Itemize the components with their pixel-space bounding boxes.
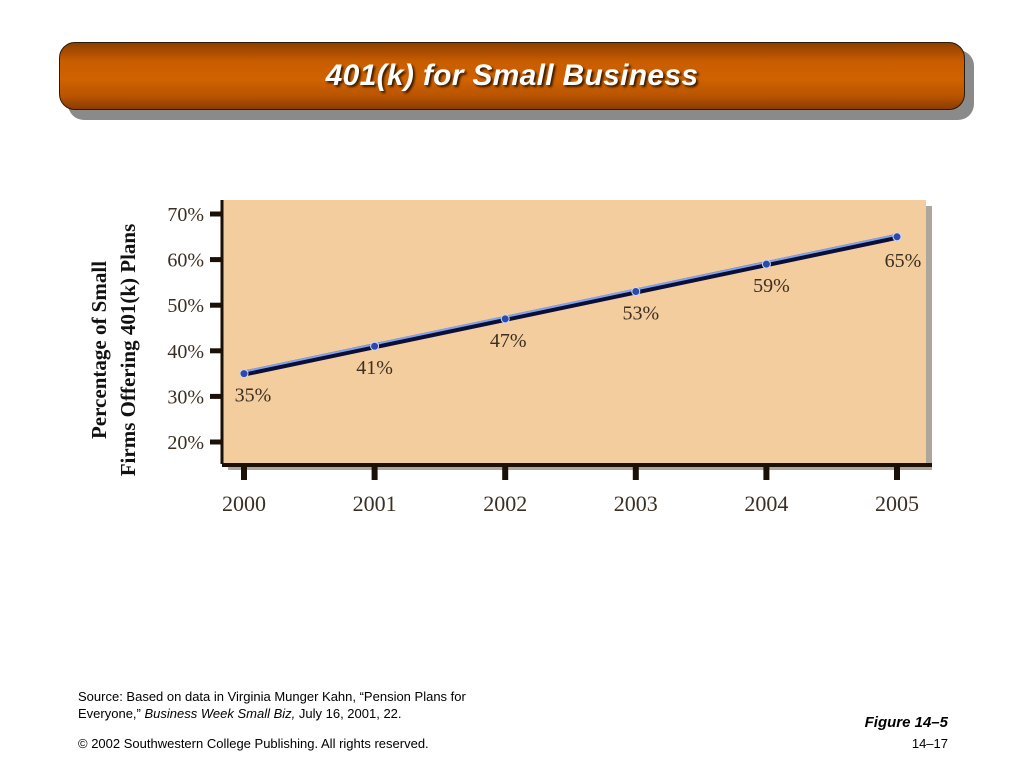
y-axis-title-line: Firms Offering 401(k) Plans [116, 224, 140, 477]
y-tick-label: 30% [167, 386, 204, 408]
y-tick-label: 70% [167, 204, 204, 226]
data-label: 59% [753, 275, 790, 297]
x-tick-label: 2004 [744, 491, 788, 516]
data-label: 65% [885, 250, 922, 272]
x-tick-label: 2005 [875, 491, 919, 516]
y-axis-title-line: Percentage of Small [87, 261, 111, 439]
data-point [239, 369, 249, 379]
data-point [761, 259, 771, 269]
y-tick-label: 50% [167, 295, 204, 317]
x-tick-label: 2003 [614, 491, 658, 516]
source-publication: Business Week Small Biz, [144, 706, 296, 721]
data-label: 53% [622, 303, 659, 325]
series-line [243, 233, 898, 377]
slide-title: 401(k) for Small Business [325, 59, 699, 92]
source-suffix: July 16, 2001, 22. [298, 706, 402, 721]
y-tick-label: 60% [167, 250, 204, 272]
x-tick-label: 2002 [483, 491, 527, 516]
page-number: 14–17 [911, 736, 948, 751]
data-label: 35% [235, 385, 272, 407]
plot-area [222, 200, 926, 464]
data-label: 47% [490, 330, 527, 352]
y-tick-label: 20% [167, 432, 204, 454]
figure-label: Figure 14–5 [864, 714, 948, 731]
data-point [631, 287, 641, 297]
y-axis-title: Percentage of Small Firms Offering 401(k)… [87, 224, 140, 477]
x-tick-label: 2001 [353, 491, 397, 516]
y-tick-label: 40% [167, 341, 204, 363]
source-prefix: Source: Based on data in Virginia Munger… [78, 689, 466, 721]
source-note: Source: Based on data in Virginia Munger… [78, 688, 478, 722]
data-point [500, 314, 510, 324]
data-point [892, 232, 902, 242]
data-label: 41% [356, 357, 393, 379]
copyright-notice: © 2002 Southwestern College Publishing. … [78, 736, 429, 751]
series-line-highlight [243, 233, 898, 373]
title-bar [59, 42, 965, 110]
x-tick-label: 2000 [222, 491, 266, 516]
data-point [370, 341, 380, 351]
